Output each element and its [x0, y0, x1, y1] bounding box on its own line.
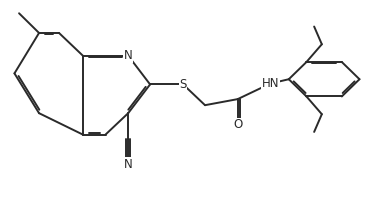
- Text: S: S: [180, 78, 187, 91]
- Text: N: N: [124, 49, 133, 62]
- Text: HN: HN: [262, 77, 279, 90]
- Text: O: O: [233, 118, 242, 131]
- Text: N: N: [124, 158, 133, 171]
